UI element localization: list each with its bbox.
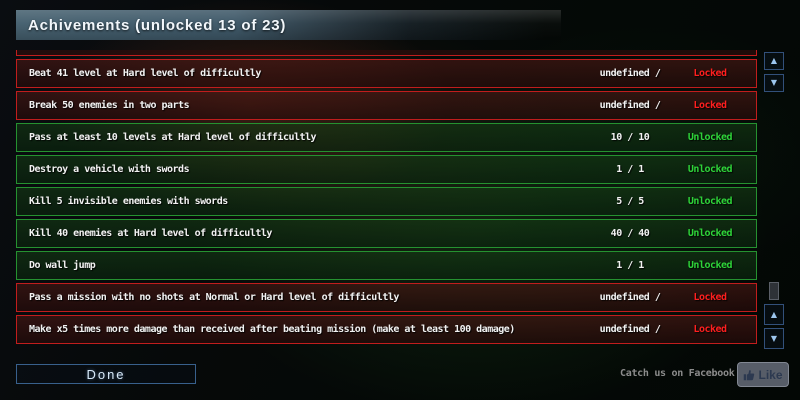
- arrow-up-icon: ▲: [770, 56, 778, 65]
- achievement-progress: 1 / 1: [616, 164, 644, 175]
- done-button[interactable]: Done: [16, 364, 196, 384]
- achievement-title: Pass a mission with no shots at Normal o…: [29, 292, 399, 303]
- achievement-row: Kill 5 invisible enemies with swords 5 /…: [16, 187, 757, 216]
- page-title: Achivements (unlocked 13 of 23): [28, 16, 287, 34]
- arrow-down-icon: ▼: [770, 333, 778, 343]
- achievement-title: Kill 40 enemies at Hard level of difficu…: [29, 228, 272, 239]
- achievement-status: Unlocked: [687, 228, 733, 239]
- achievement-progress: undefined /: [599, 100, 661, 111]
- achievement-progress: 40 / 40: [610, 228, 650, 239]
- achievement-status: Locked: [693, 324, 727, 335]
- achievement-title: Kill 5 invisible enemies with swords: [29, 196, 228, 207]
- achievement-status: Locked: [693, 100, 727, 111]
- achievement-status: Unlocked: [687, 164, 733, 175]
- achievement-row: Pass a mission with no shots at Normal o…: [16, 283, 757, 312]
- like-button-label: Like: [758, 367, 783, 382]
- scroll-up-button-top[interactable]: ▲: [764, 52, 784, 70]
- achievement-title: Make x5 times more damage than received …: [29, 324, 515, 335]
- achievement-title: Pass at least 10 levels at Hard level of…: [29, 132, 317, 143]
- done-button-label: Done: [86, 366, 126, 382]
- achievement-status: Unlocked: [687, 132, 733, 143]
- achievement-status: Locked: [693, 292, 727, 303]
- facebook-like-button[interactable]: Like: [737, 362, 789, 387]
- achievement-progress: 10 / 10: [610, 132, 650, 143]
- achievement-status: Unlocked: [687, 196, 733, 207]
- thumbs-up-icon: [744, 369, 755, 380]
- facebook-caption: Catch us on Facebook: [620, 368, 735, 379]
- title-bar: Achivements (unlocked 13 of 23): [16, 10, 561, 40]
- achievement-progress: 1 / 1: [616, 260, 644, 271]
- achievement-progress: undefined /: [599, 68, 661, 79]
- achievement-row: Destroy a vehicle with swords 1 / 1 Unlo…: [16, 155, 757, 184]
- achievement-row: Pass at least 10 levels at Hard level of…: [16, 123, 757, 152]
- achievement-row: Make x5 times more damage than received …: [16, 315, 757, 344]
- achievement-row-partial: [16, 50, 757, 56]
- achievement-progress: 5 / 5: [616, 196, 644, 207]
- achievement-row: Break 50 enemies in two parts undefined …: [16, 91, 757, 120]
- achievements-list: Beat 41 level at Hard level of difficult…: [16, 50, 757, 348]
- achievement-progress: undefined /: [599, 292, 661, 303]
- scroll-down-button-top[interactable]: ▼: [764, 74, 784, 92]
- arrow-down-icon: ▼: [770, 78, 778, 87]
- achievement-row: Do wall jump 1 / 1 Unlocked: [16, 251, 757, 280]
- achievement-status: Unlocked: [687, 260, 733, 271]
- achievement-title: Do wall jump: [29, 260, 96, 271]
- scroll-up-button-bottom[interactable]: ▲: [764, 304, 784, 325]
- achievement-title: Break 50 enemies in two parts: [29, 100, 190, 111]
- scroll-down-button-bottom[interactable]: ▼: [764, 328, 784, 349]
- achievement-row: Beat 41 level at Hard level of difficult…: [16, 59, 757, 88]
- scrollbar-thumb[interactable]: [769, 282, 779, 300]
- achievement-status: Locked: [693, 68, 727, 79]
- achievement-title: Destroy a vehicle with swords: [29, 164, 190, 175]
- achievement-row: Kill 40 enemies at Hard level of difficu…: [16, 219, 757, 248]
- arrow-up-icon: ▲: [770, 309, 778, 319]
- achievement-title: Beat 41 level at Hard level of difficult…: [29, 68, 261, 79]
- achievement-progress: undefined /: [599, 324, 661, 335]
